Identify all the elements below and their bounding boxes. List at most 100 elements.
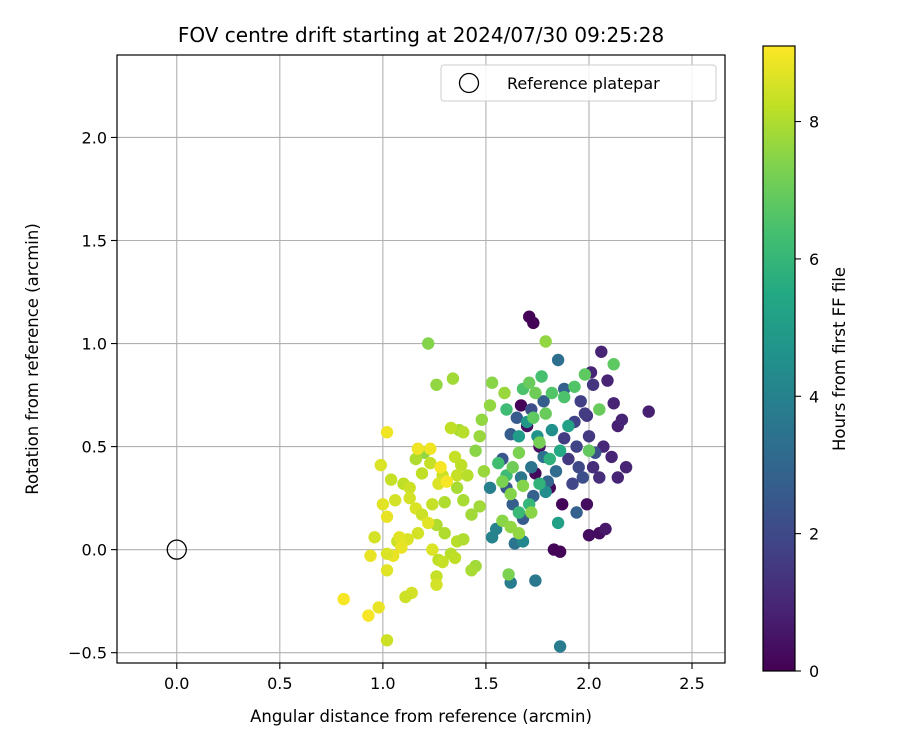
legend-entry-label: Reference platepar — [507, 74, 660, 93]
scatter-point — [457, 533, 470, 546]
scatter-point — [512, 430, 526, 443]
colorbar-tick-label: 4 — [809, 387, 819, 406]
scatter-point — [553, 545, 567, 558]
scatter-point — [496, 475, 509, 488]
reference-platepar-marker — [166, 539, 187, 560]
scatter-point — [512, 446, 526, 459]
scatter-point — [574, 395, 587, 408]
scatter-point — [461, 469, 474, 482]
x-axis-title: Angular distance from reference (arcmin) — [250, 707, 592, 726]
grid-lines — [117, 55, 725, 663]
scatter-point — [374, 458, 387, 472]
colorbar-label: Hours from first FF file — [830, 267, 849, 451]
scatter-point — [434, 461, 447, 474]
x-tick-label: 1.5 — [473, 674, 498, 693]
colorbar-gradient — [763, 46, 795, 671]
x-tick-label: 2.0 — [576, 674, 601, 693]
scatter-point — [527, 316, 540, 330]
y-axis-ticks: −0.5 0.0 0.5 1.0 1.5 2.0 — [68, 128, 117, 663]
scatter-point — [529, 574, 542, 587]
scatter-point — [498, 386, 511, 400]
scatter-point — [570, 506, 583, 519]
legend-reference-marker — [458, 72, 480, 94]
scatter-point — [446, 372, 460, 385]
scatter-point — [380, 547, 394, 560]
scatter-point — [455, 458, 468, 472]
scatter-point — [409, 452, 422, 466]
colorbar-frame — [762, 45, 796, 672]
colorbar-tick-label: 8 — [809, 113, 819, 132]
y-tick-label: −0.5 — [68, 644, 107, 663]
scatter-point — [450, 469, 464, 482]
scatter-point — [337, 592, 350, 606]
scatter-point — [578, 368, 592, 381]
scatter-point — [504, 487, 517, 501]
y-tick-label: 1.5 — [82, 231, 107, 250]
scatter-point — [389, 494, 402, 507]
chart-title: FOV centre drift starting at 2024/07/30 … — [178, 23, 664, 47]
scatter-point — [543, 452, 556, 466]
scatter-point — [570, 440, 583, 453]
scatter-point — [619, 461, 633, 474]
scatter-point — [364, 549, 377, 562]
scatter-point — [601, 374, 614, 387]
scatter-point — [593, 471, 606, 484]
scatter-point — [380, 510, 394, 523]
colorbar-ticks: 0 2 4 6 8 — [795, 113, 819, 681]
scatter-point — [572, 461, 585, 474]
scatter-point — [568, 380, 581, 393]
scatter-point — [512, 527, 526, 540]
x-tick-label: 0.0 — [164, 674, 189, 693]
scatter-point — [506, 461, 519, 474]
scatter-point — [444, 421, 458, 435]
scatter-point — [450, 481, 464, 494]
x-axis-ticks: 0.0 0.5 1.0 1.5 2.0 2.5 — [164, 663, 705, 693]
scatter-point — [537, 395, 550, 408]
colorbar-tick-label: 6 — [809, 250, 819, 269]
scatter-point — [430, 378, 443, 391]
scatter-point — [576, 471, 589, 484]
scatter-point — [403, 481, 416, 494]
scatter-point — [558, 390, 571, 404]
scatter-point — [582, 529, 596, 542]
scatter-point — [556, 498, 569, 511]
y-tick-label: 1.0 — [82, 335, 107, 354]
scatter-point — [533, 436, 546, 449]
scatter-point — [593, 403, 606, 416]
scatter-point — [551, 516, 565, 530]
scatter-point — [599, 522, 612, 536]
scatter-point — [426, 498, 439, 511]
colorbar: 0 2 4 6 8 Hours from first FF file — [762, 45, 849, 681]
scatter-point — [545, 423, 559, 437]
scatter-point — [448, 551, 462, 565]
scatter-point — [595, 345, 608, 358]
scatter-point — [533, 477, 546, 490]
y-tick-label: 0.0 — [82, 541, 107, 560]
scatter-point — [527, 411, 540, 424]
scatter-point — [566, 477, 579, 490]
scatter-point — [384, 473, 398, 486]
scatter-point — [510, 411, 523, 424]
scatter-point — [424, 442, 437, 455]
legend-box — [440, 64, 717, 102]
scatter-point — [473, 430, 486, 443]
scatter-point — [422, 516, 435, 530]
y-tick-label: 2.0 — [82, 128, 107, 147]
scatter-point — [465, 508, 478, 521]
scatter-point — [545, 386, 559, 400]
scatter-point — [395, 541, 408, 554]
colorbar-tick-label: 2 — [809, 525, 819, 544]
scatter-point — [469, 444, 482, 457]
scatter-point — [368, 531, 381, 544]
scatter-point — [430, 578, 443, 591]
scatter-point — [424, 456, 437, 470]
scatter-point — [483, 399, 497, 412]
scatter-point — [549, 465, 563, 478]
reference-marker-group — [166, 539, 187, 560]
scatter-point — [512, 506, 526, 519]
scatter-point — [607, 397, 620, 410]
scatter-point — [457, 426, 470, 439]
scatter-point — [485, 376, 499, 389]
scatter-point — [380, 634, 394, 647]
